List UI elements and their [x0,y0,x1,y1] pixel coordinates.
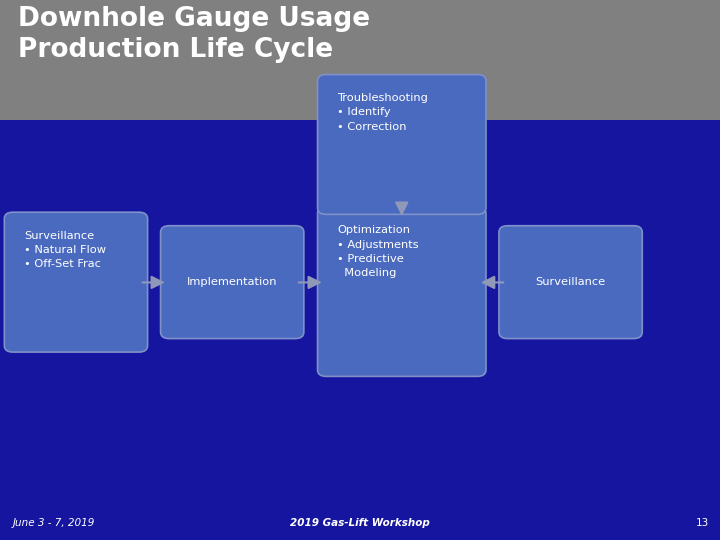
Text: Surveillance
• Natural Flow
• Off-Set Frac: Surveillance • Natural Flow • Off-Set Fr… [24,231,106,269]
Text: Downhole Gauge Usage
Production Life Cycle: Downhole Gauge Usage Production Life Cyc… [18,6,370,64]
Text: Troubleshooting
• Identify
• Correction: Troubleshooting • Identify • Correction [337,93,428,132]
FancyBboxPatch shape [318,207,486,376]
FancyBboxPatch shape [161,226,304,339]
Text: 13: 13 [696,518,709,528]
FancyBboxPatch shape [4,212,148,352]
FancyBboxPatch shape [499,226,642,339]
FancyBboxPatch shape [318,75,486,214]
Text: 2019 Gas-Lift Workshop: 2019 Gas-Lift Workshop [290,518,430,528]
Text: June 3 - 7, 2019: June 3 - 7, 2019 [13,518,95,528]
Text: Surveillance: Surveillance [536,277,606,287]
Text: Implementation: Implementation [187,277,277,287]
Bar [0,0,720,120]
Text: Optimization
• Adjustments
• Predictive
  Modeling: Optimization • Adjustments • Predictive … [337,225,418,279]
